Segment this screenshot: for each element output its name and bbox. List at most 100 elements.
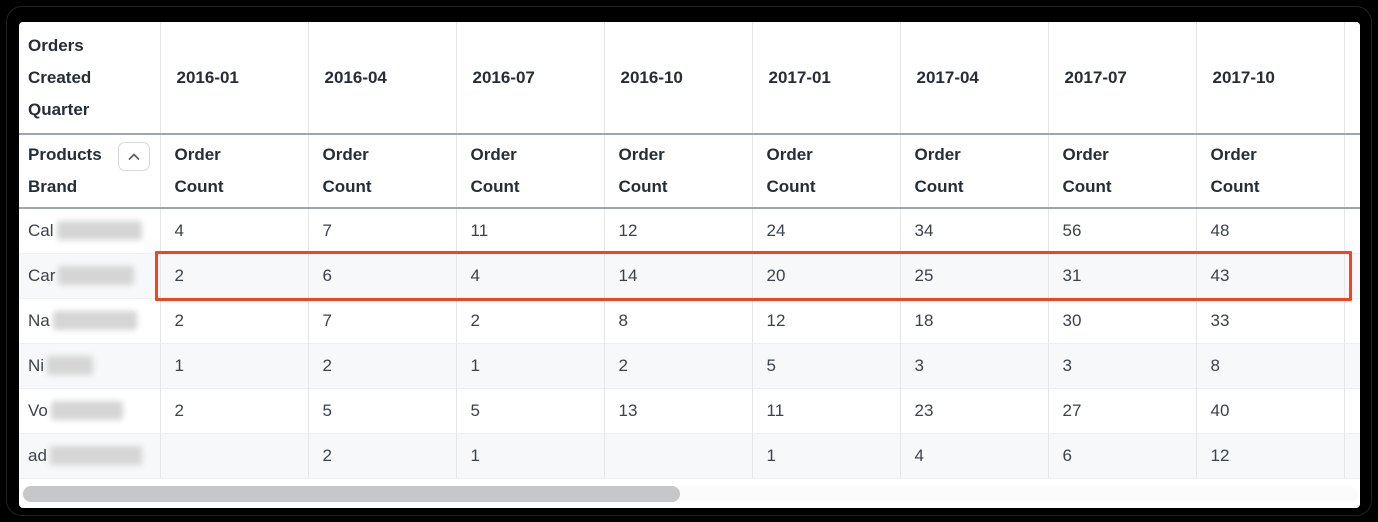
- table-row: Ni 1 2 1 2 5 3 3 8: [19, 343, 1360, 389]
- measure-header[interactable]: Order Count: [900, 134, 1049, 209]
- row-label-prefix: Car: [28, 265, 56, 285]
- table-body: Cal 4 7 11 12 24 34 56 48 Car 2 6 4 14 20 25 31 43 Na 2 7 2 8 1…: [19, 208, 1360, 479]
- value-cell: 6: [308, 253, 457, 299]
- row-label-prefix: Ni: [28, 355, 45, 375]
- value-cell: 4: [456, 253, 605, 299]
- value-cell: 13: [604, 388, 753, 434]
- value-cell: 48: [1196, 208, 1345, 254]
- filler-cell: [1344, 433, 1360, 479]
- measure-header-label: Order Count: [322, 145, 372, 196]
- table-row: Na 2 7 2 8 12 18 30 33: [19, 298, 1360, 344]
- row-label-prefix: Vo: [28, 400, 48, 420]
- filler-header-cell: [1344, 22, 1360, 135]
- column-header-2017-04[interactable]: 2017-04: [900, 22, 1049, 135]
- row-label-cell: Cal: [19, 208, 161, 254]
- value-cell: 1: [456, 433, 605, 479]
- column-header-2016-04[interactable]: 2016-04: [308, 22, 457, 135]
- measure-header-label: Order Count: [1062, 145, 1112, 196]
- value-cell: 8: [604, 298, 753, 344]
- value-cell: 1: [160, 343, 309, 389]
- value-cell: 11: [752, 388, 901, 434]
- blurred-label: [50, 401, 123, 420]
- value-cell: 1: [752, 433, 901, 479]
- filler-cell: [1344, 388, 1360, 434]
- value-cell: 2: [456, 298, 605, 344]
- row-label-prefix: ad: [28, 445, 47, 465]
- blurred-label: [56, 221, 142, 241]
- value-cell: 12: [604, 208, 753, 254]
- row-dimension-label: Products Brand: [28, 145, 102, 196]
- measure-header[interactable]: Order Count: [160, 134, 309, 209]
- value-cell: 11: [456, 208, 605, 254]
- value-cell: 3: [900, 343, 1049, 389]
- measure-header-label: Order Count: [470, 145, 520, 196]
- value-cell: 2: [160, 253, 309, 299]
- horizontal-scrollbar-thumb[interactable]: [23, 486, 680, 502]
- filler-cell: [1344, 208, 1360, 254]
- value-cell: 40: [1196, 388, 1345, 434]
- measure-header[interactable]: Order Count: [308, 134, 457, 209]
- blurred-label: [47, 356, 94, 375]
- filler-cell: [1344, 298, 1360, 344]
- row-label-cell: Na: [19, 298, 161, 344]
- row-label-prefix: Cal: [28, 220, 54, 240]
- value-cell: 56: [1048, 208, 1197, 254]
- corner-header-cell: Orders Created Quarter: [19, 22, 161, 135]
- column-header-2016-07[interactable]: 2016-07: [456, 22, 605, 135]
- measure-header-label: Order Count: [618, 145, 668, 196]
- corner-header-label: Orders Created Quarter: [28, 35, 92, 119]
- measure-header[interactable]: Order Count: [456, 134, 605, 209]
- column-header-2016-01[interactable]: 2016-01: [160, 22, 309, 135]
- value-cell: 23: [900, 388, 1049, 434]
- value-cell: 2: [308, 433, 457, 479]
- measure-header[interactable]: Order Count: [1196, 134, 1345, 209]
- value-cell: 5: [752, 343, 901, 389]
- measure-header[interactable]: Order Count: [1048, 134, 1197, 209]
- table-row: ad 2 1 1 4 6 12: [19, 433, 1360, 479]
- value-cell: [160, 433, 309, 479]
- measure-header[interactable]: Order Count: [604, 134, 753, 209]
- value-cell: 7: [308, 298, 457, 344]
- filler-header-cell: [1344, 134, 1360, 209]
- row-label-cell: ad: [19, 433, 161, 479]
- measure-header-label: Order Count: [766, 145, 816, 196]
- row-label-cell: Vo: [19, 388, 161, 434]
- value-cell: 4: [160, 208, 309, 254]
- value-cell: 18: [900, 298, 1049, 344]
- sort-button[interactable]: [118, 142, 150, 171]
- row-label-prefix: Na: [28, 310, 50, 330]
- quarter-header-row: Orders Created Quarter 2016-01 2016-04 201…: [19, 22, 1360, 135]
- column-header-2017-01[interactable]: 2017-01: [752, 22, 901, 135]
- measure-header[interactable]: Order Count: [752, 134, 901, 209]
- blurred-label: [52, 311, 137, 330]
- value-cell: 24: [752, 208, 901, 254]
- value-cell: 27: [1048, 388, 1197, 434]
- value-cell: 5: [456, 388, 605, 434]
- value-cell: 3: [1048, 343, 1197, 389]
- table-row-highlighted: Car 2 6 4 14 20 25 31 43: [19, 253, 1360, 299]
- value-cell: 20: [752, 253, 901, 299]
- column-header-2017-07[interactable]: 2017-07: [1048, 22, 1197, 135]
- value-cell: 2: [160, 388, 309, 434]
- value-cell: 2: [160, 298, 309, 344]
- value-cell: 8: [1196, 343, 1345, 389]
- measure-header-label: Order Count: [914, 145, 964, 196]
- row-dimension-header-cell: Products Brand: [19, 134, 161, 209]
- column-header-2017-10[interactable]: 2017-10: [1196, 22, 1345, 135]
- value-cell: 12: [752, 298, 901, 344]
- measure-header-label: Order Count: [174, 145, 224, 196]
- pivot-table: Orders Created Quarter 2016-01 2016-04 201…: [19, 22, 1360, 479]
- value-cell: 7: [308, 208, 457, 254]
- value-cell: 25: [900, 253, 1049, 299]
- value-cell: 30: [1048, 298, 1197, 344]
- chevron-up-icon: [128, 153, 140, 160]
- value-cell: 2: [604, 343, 753, 389]
- value-cell: 6: [1048, 433, 1197, 479]
- value-cell: 5: [308, 388, 457, 434]
- horizontal-scrollbar-track[interactable]: [21, 486, 1358, 502]
- column-header-2016-10[interactable]: 2016-10: [604, 22, 753, 135]
- value-cell: 2: [308, 343, 457, 389]
- table-row: Cal 4 7 11 12 24 34 56 48: [19, 208, 1360, 254]
- row-label-cell: Car: [19, 253, 161, 299]
